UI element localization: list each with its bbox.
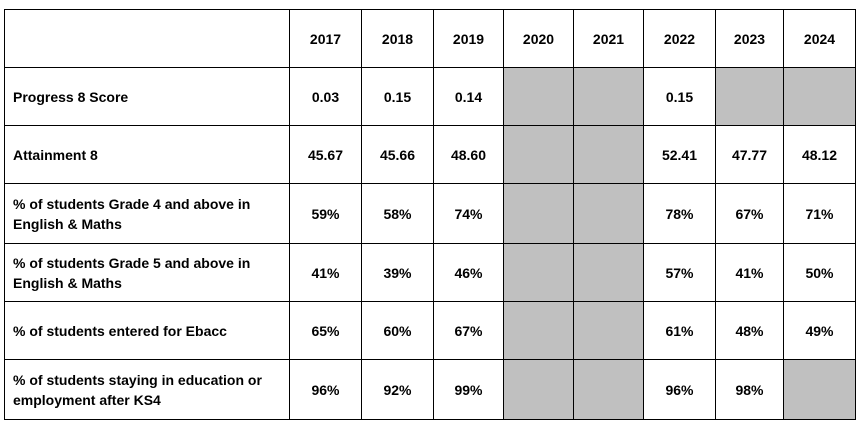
table-row: Attainment 8 45.67 45.66 48.60 52.41 47.… [4, 125, 856, 184]
value-cell: 96% [289, 359, 362, 420]
value-cell: 98% [715, 359, 784, 420]
row-label: % of students Grade 4 and above in Engli… [4, 183, 290, 244]
year-header: 2018 [361, 9, 434, 68]
year-header: 2019 [433, 9, 504, 68]
unavailable-cell [573, 67, 644, 126]
results-table: 2017 2018 2019 2020 2021 2022 2023 2024 … [4, 9, 856, 420]
value-cell: 49% [783, 301, 856, 360]
value-cell: 0.15 [361, 67, 434, 126]
table-row: % of students staying in education or em… [4, 359, 856, 420]
year-header: 2020 [503, 9, 574, 68]
value-cell: 50% [783, 243, 856, 302]
value-cell: 46% [433, 243, 504, 302]
year-header: 2021 [573, 9, 644, 68]
year-header: 2023 [715, 9, 784, 68]
year-header: 2022 [643, 9, 716, 68]
table-row: % of students entered for Ebacc 65% 60% … [4, 301, 856, 360]
value-cell: 48.12 [783, 125, 856, 184]
unavailable-cell [503, 301, 574, 360]
table-row: % of students Grade 4 and above in Engli… [4, 183, 856, 244]
value-cell: 96% [643, 359, 716, 420]
value-cell: 92% [361, 359, 434, 420]
unavailable-cell [715, 67, 784, 126]
header-row: 2017 2018 2019 2020 2021 2022 2023 2024 [4, 9, 856, 68]
unavailable-cell [503, 359, 574, 420]
header-empty-cell [4, 9, 290, 68]
value-cell: 61% [643, 301, 716, 360]
value-cell: 67% [433, 301, 504, 360]
unavailable-cell [573, 301, 644, 360]
unavailable-cell [573, 125, 644, 184]
row-label: Attainment 8 [4, 125, 290, 184]
value-cell: 45.67 [289, 125, 362, 184]
value-cell: 67% [715, 183, 784, 244]
unavailable-cell [503, 183, 574, 244]
unavailable-cell [573, 183, 644, 244]
table-row: Progress 8 Score 0.03 0.15 0.14 0.15 [4, 67, 856, 126]
value-cell: 65% [289, 301, 362, 360]
value-cell: 0.03 [289, 67, 362, 126]
value-cell: 41% [289, 243, 362, 302]
value-cell: 99% [433, 359, 504, 420]
unavailable-cell [573, 359, 644, 420]
row-label: Progress 8 Score [4, 67, 290, 126]
value-cell: 71% [783, 183, 856, 244]
value-cell: 0.15 [643, 67, 716, 126]
row-label: % of students Grade 5 and above in Engli… [4, 243, 290, 302]
table-row: % of students Grade 5 and above in Engli… [4, 243, 856, 302]
value-cell: 45.66 [361, 125, 434, 184]
value-cell: 60% [361, 301, 434, 360]
unavailable-cell [783, 67, 856, 126]
value-cell: 41% [715, 243, 784, 302]
year-header: 2024 [783, 9, 856, 68]
value-cell: 74% [433, 183, 504, 244]
unavailable-cell [503, 243, 574, 302]
value-cell: 39% [361, 243, 434, 302]
year-header: 2017 [289, 9, 362, 68]
value-cell: 47.77 [715, 125, 784, 184]
row-label: % of students entered for Ebacc [4, 301, 290, 360]
unavailable-cell [783, 359, 856, 420]
row-label: % of students staying in education or em… [4, 359, 290, 420]
value-cell: 57% [643, 243, 716, 302]
value-cell: 48% [715, 301, 784, 360]
value-cell: 48.60 [433, 125, 504, 184]
unavailable-cell [573, 243, 644, 302]
value-cell: 78% [643, 183, 716, 244]
value-cell: 59% [289, 183, 362, 244]
value-cell: 0.14 [433, 67, 504, 126]
value-cell: 58% [361, 183, 434, 244]
unavailable-cell [503, 67, 574, 126]
unavailable-cell [503, 125, 574, 184]
value-cell: 52.41 [643, 125, 716, 184]
